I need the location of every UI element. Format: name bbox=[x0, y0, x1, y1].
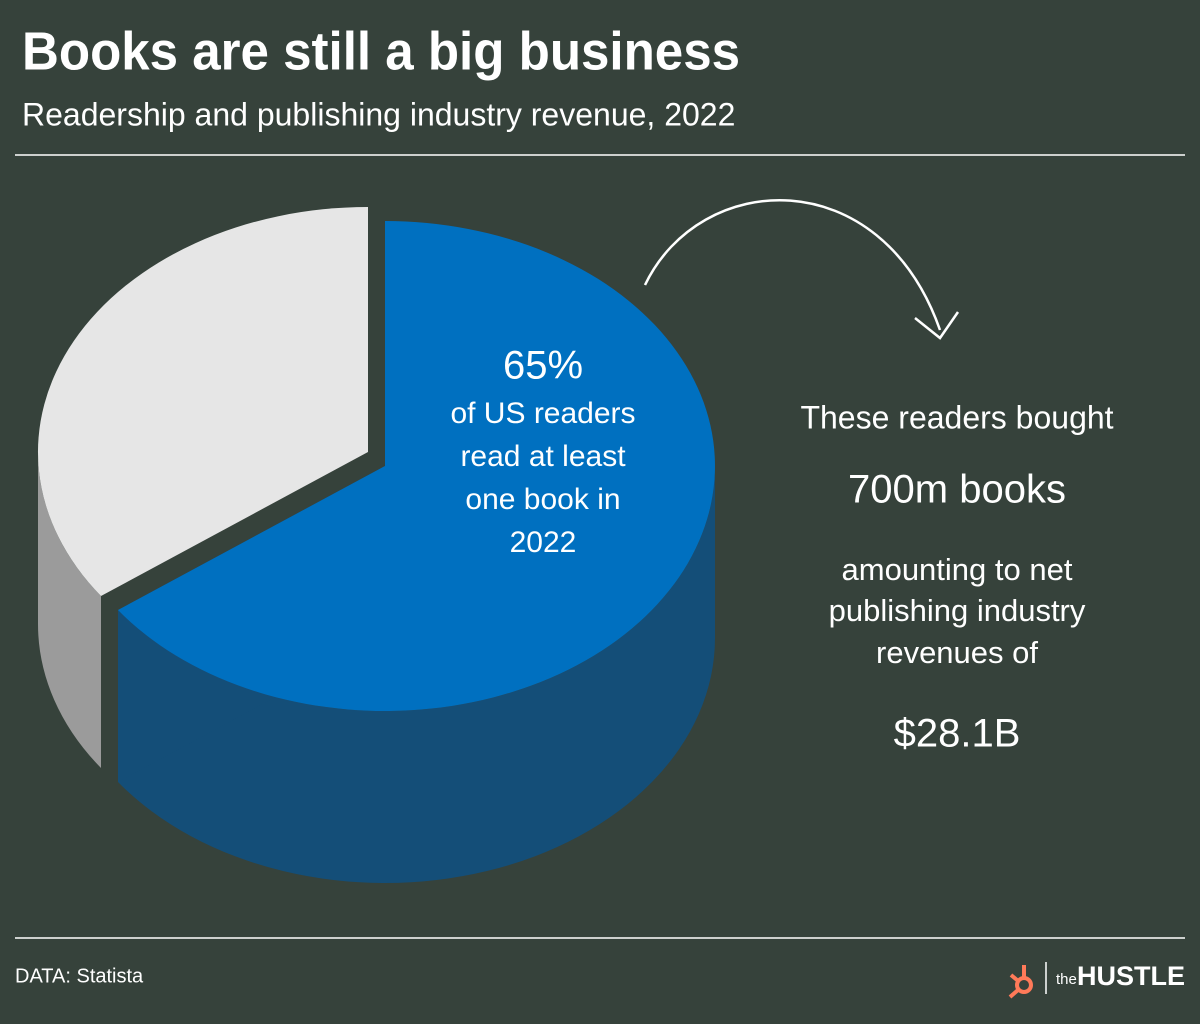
source: DATA: Statista bbox=[15, 965, 144, 987]
chart-title: Books are still a big business bbox=[22, 21, 740, 81]
slice-side bbox=[37, 452, 101, 768]
arrow bbox=[643, 199, 942, 331]
logo: HUSTLE bbox=[1077, 961, 1185, 991]
logo-icon bbox=[1008, 965, 1033, 999]
callout-line: revenues of bbox=[876, 635, 1038, 670]
slice-side bbox=[118, 466, 715, 884]
callout-books: 700m books bbox=[848, 468, 1066, 512]
callout-line: publishing industry bbox=[829, 593, 1086, 628]
callout-intro: These readers bought bbox=[800, 399, 1113, 435]
value-label: 65% bbox=[503, 344, 583, 388]
callout-revenue: $28.1B bbox=[894, 712, 1021, 756]
arrow-head bbox=[914, 311, 960, 340]
pie: 65% of US readers read at least one book in… bbox=[37, 207, 715, 884]
slice-annotation: 2022 bbox=[510, 526, 577, 559]
slice-annotation: read at least bbox=[460, 440, 626, 473]
chart-subtitle: Readership and publishing industry reven… bbox=[22, 96, 735, 132]
slice-annotation: of US readers bbox=[450, 397, 635, 430]
slice bbox=[37, 207, 369, 596]
logo-prefix: the bbox=[1056, 971, 1077, 988]
slice-annotation: one book in bbox=[465, 483, 620, 516]
callout-line: amounting to net bbox=[842, 552, 1073, 587]
slice bbox=[118, 221, 715, 711]
